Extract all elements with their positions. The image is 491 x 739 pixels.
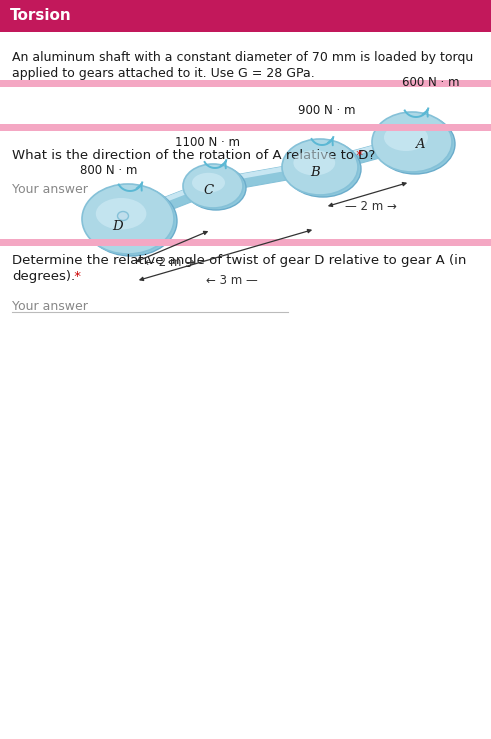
- Polygon shape: [318, 135, 414, 174]
- Text: applied to gears attached to it. Use G = 28 GPa.: applied to gears attached to it. Use G =…: [12, 67, 315, 80]
- Bar: [0, 80, 491, 87]
- Text: 900 N · m: 900 N · m: [298, 104, 355, 118]
- Ellipse shape: [96, 198, 146, 230]
- Text: ← 2 m →: ← 2 m →: [145, 256, 195, 270]
- Text: An aluminum shaft with a constant diameter of 70 mm is loaded by torqu: An aluminum shaft with a constant diamet…: [12, 51, 473, 64]
- Ellipse shape: [375, 114, 455, 174]
- Text: D: D: [113, 220, 123, 234]
- Text: degrees).: degrees).: [12, 270, 75, 283]
- Text: Torsion: Torsion: [10, 9, 72, 24]
- Bar: [0, 0, 491, 32]
- Text: A: A: [415, 137, 425, 151]
- Ellipse shape: [372, 112, 452, 172]
- Polygon shape: [212, 160, 320, 184]
- Text: ← 3 m —: ← 3 m —: [206, 274, 258, 287]
- Text: What is the direction of the rotation of A relative to D?: What is the direction of the rotation of…: [12, 149, 375, 162]
- Ellipse shape: [192, 173, 225, 193]
- Polygon shape: [126, 180, 212, 217]
- Ellipse shape: [183, 164, 243, 208]
- Text: *: *: [352, 149, 363, 162]
- Polygon shape: [318, 135, 411, 165]
- Text: — 2 m →: — 2 m →: [345, 200, 397, 214]
- Ellipse shape: [85, 186, 177, 256]
- Text: Your answer: Your answer: [12, 183, 88, 196]
- Ellipse shape: [117, 211, 129, 220]
- Ellipse shape: [384, 124, 428, 151]
- Ellipse shape: [285, 141, 361, 197]
- Text: 1100 N · m: 1100 N · m: [175, 135, 240, 149]
- Ellipse shape: [82, 184, 174, 254]
- Ellipse shape: [186, 166, 246, 210]
- Ellipse shape: [294, 150, 335, 175]
- Text: Determine the relative angle of twist of gear D relative to gear A (in: Determine the relative angle of twist of…: [12, 254, 466, 267]
- Text: 600 N · m: 600 N · m: [402, 75, 460, 89]
- Bar: [0, 239, 491, 246]
- Text: B: B: [310, 166, 320, 179]
- Text: 800 N · m: 800 N · m: [80, 163, 137, 177]
- Bar: [0, 124, 491, 131]
- Polygon shape: [212, 160, 321, 193]
- Text: C: C: [204, 185, 214, 197]
- Ellipse shape: [282, 139, 358, 195]
- Polygon shape: [126, 180, 216, 225]
- Text: Your answer: Your answer: [12, 300, 88, 313]
- Text: *: *: [70, 270, 81, 283]
